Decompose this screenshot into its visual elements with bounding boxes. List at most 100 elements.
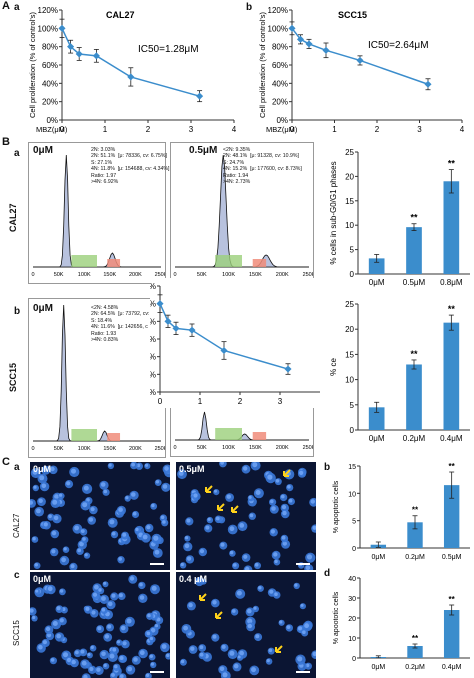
nucleus-highlight <box>187 556 192 561</box>
x-tick-label: 4 <box>460 125 465 134</box>
nucleus-highlight <box>196 578 201 583</box>
data-point <box>92 52 100 60</box>
hist-g2-peak <box>252 259 267 267</box>
nucleus-highlight <box>281 505 287 510</box>
hist-x-tick-label: 50K <box>54 272 64 278</box>
nucleus-highlight <box>149 654 153 658</box>
chart-B-a-bar: 0 5 10 15 20 25 0μM ** 0.5μM ** 0.8μM % cells in su… <box>329 148 470 287</box>
nucleus-highlight <box>111 593 116 598</box>
category-label: 0μM <box>371 664 385 671</box>
category-label: 0μM <box>371 554 385 561</box>
nucleus-highlight <box>47 633 52 638</box>
nucleus-highlight <box>302 630 306 634</box>
nucleus-highlight <box>63 547 67 551</box>
cell-line-label-cal27-c: CAL27 <box>12 513 21 538</box>
y-tick-label: 120% <box>268 6 288 15</box>
nucleus-highlight <box>150 628 156 633</box>
chart-A-b: 0% 20% 40% 60% 80% 100% 120% 0 1 2 3 4 SCC15 IC50=2.6… <box>258 6 465 134</box>
y-tick-label: 25 <box>345 300 354 309</box>
apoptosis-arrow-icon <box>275 645 283 653</box>
nucleus-highlight <box>312 651 316 657</box>
bar <box>368 407 385 430</box>
dose-label: 0.5μM <box>189 145 218 156</box>
y-tick-label: 20 <box>345 325 354 334</box>
nucleus-highlight <box>126 618 132 624</box>
x-axis-label: MBZ(μM) <box>36 125 68 134</box>
flow-stats: <2N: 9.35% 2N: 48.1% [μ: 91328, cv: 10.9… <box>223 147 302 186</box>
chart-C-b: 0 5 10 15 0μM ** 0.2μM ** 0.5μM % apoptotic cells <box>333 462 470 561</box>
nucleus-highlight <box>282 541 287 546</box>
category-label: 0μM <box>369 434 385 443</box>
nucleus-highlight <box>312 525 316 530</box>
series-line <box>61 28 200 97</box>
x-tick-label: 3 <box>189 125 194 134</box>
nucleus-highlight <box>146 525 151 530</box>
hist-x-tick-label: 0 <box>173 445 176 451</box>
nucleus-highlight <box>109 653 115 659</box>
data-point <box>220 346 228 355</box>
panel-label-C-d: d <box>324 568 331 579</box>
nucleus-highlight <box>286 625 291 629</box>
bar <box>443 610 460 658</box>
nucleus-highlight <box>233 663 239 669</box>
nucleus-highlight <box>281 535 286 540</box>
nucleus-highlight <box>66 481 71 486</box>
cell-line-label-scc15-c: SCC15 <box>12 620 21 646</box>
hist-x-tick-label: 100K <box>222 445 235 451</box>
nucleus-highlight <box>162 484 168 489</box>
nucleus-highlight <box>279 620 283 624</box>
bar <box>368 258 385 274</box>
hist-s-phase <box>71 429 97 441</box>
bar <box>443 322 460 430</box>
nucleus-highlight <box>87 653 91 656</box>
bar <box>407 522 423 548</box>
hist-s-phase <box>215 428 242 440</box>
nucleus-highlight <box>273 552 278 557</box>
nucleus-highlight <box>282 510 287 516</box>
nucleus-highlight <box>239 523 245 528</box>
nucleus-highlight <box>287 485 291 489</box>
dose-label: 0.5μM <box>179 464 205 474</box>
nucleus-highlight <box>101 651 106 657</box>
nucleus-highlight <box>185 536 189 540</box>
y-axis-label: % cells in sub-G0/G1 phases <box>329 161 338 264</box>
nucleus-highlight <box>109 519 115 525</box>
nucleus-highlight <box>100 482 106 487</box>
nucleus-highlight <box>51 530 57 536</box>
nucleus-highlight <box>222 672 228 678</box>
nucleus-highlight <box>251 667 256 673</box>
y-axis-label: % apoototic cells <box>333 591 340 644</box>
nucleus-highlight <box>254 563 259 567</box>
nucleus-highlight <box>83 674 88 678</box>
panel-label-A-a: a <box>14 2 20 13</box>
y-axis-label: Cell proliferation (% of control's) <box>258 11 267 118</box>
nucleus-highlight <box>80 649 85 654</box>
hist-curve <box>33 304 161 442</box>
nucleus-highlight <box>36 508 41 514</box>
y-axis-label: % ce <box>329 358 338 376</box>
hist-s-phase <box>215 255 242 267</box>
nucleus-highlight <box>146 631 151 636</box>
category-label: 0.8μM <box>440 278 463 287</box>
nucleus-highlight <box>82 502 88 508</box>
y-tick-label: 10 <box>345 221 354 230</box>
nucleus-highlight <box>245 566 250 570</box>
nucleus-highlight <box>42 640 47 645</box>
data-point <box>172 324 180 332</box>
nucleus-highlight <box>52 621 58 626</box>
scale-bar <box>296 563 310 565</box>
x-tick-label: 1 <box>103 125 108 134</box>
category-label: 0.2μM <box>405 664 425 671</box>
nucleus-highlight <box>103 489 108 494</box>
nucleus-highlight <box>77 548 82 553</box>
category-label: 0.4μM <box>440 434 463 443</box>
nucleus-highlight <box>139 595 145 600</box>
nucleus-highlight <box>154 549 160 555</box>
nucleus-highlight <box>74 525 79 531</box>
nucleus-highlight <box>237 655 241 659</box>
nucleus-highlight <box>136 463 141 468</box>
nucleus-highlight <box>50 466 55 472</box>
y-tick-label: 5 <box>350 246 355 255</box>
nucleus-highlight <box>150 662 154 666</box>
panel-label-B-a: a <box>14 148 20 159</box>
